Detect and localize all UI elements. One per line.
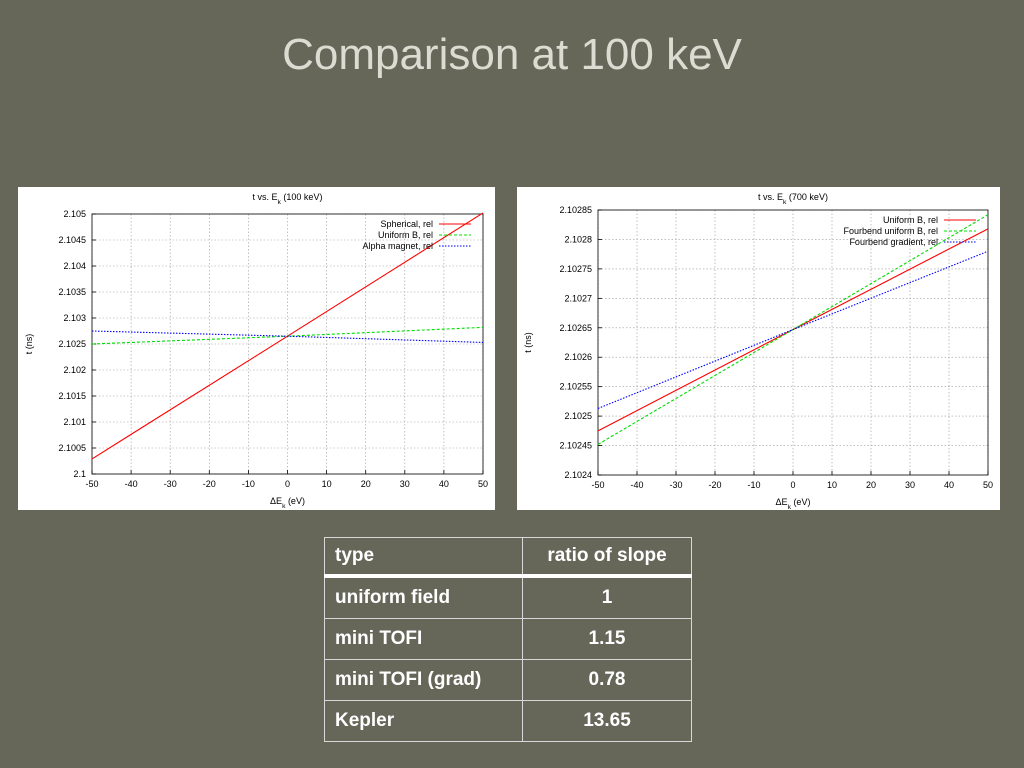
table-row: mini TOFI (grad) 0.78 xyxy=(324,659,692,701)
y-tick-label: 2.1028 xyxy=(564,234,592,244)
legend-label: Fourbend uniform B, rel xyxy=(843,226,938,236)
y-tick-label: 2.1015 xyxy=(58,391,86,401)
x-tick-label: 40 xyxy=(944,480,954,490)
chart-700kev-svg: t vs. Ek (700 keV) -50 -40 -30 -20 -10 0 10 20 30… xyxy=(523,192,993,510)
legend-label: Uniform B, rel xyxy=(378,230,433,240)
y-tick-label: 2.10285 xyxy=(559,205,592,215)
cell-type: mini TOFI xyxy=(324,618,523,660)
x-axis-label: ΔEk (eV) xyxy=(270,496,305,510)
x-tick-label: -30 xyxy=(164,479,177,489)
series-line xyxy=(91,330,484,343)
y-tick-label: 2.1 xyxy=(73,469,86,479)
x-tick-label: 0 xyxy=(790,480,795,490)
y-tick-label: 2.10275 xyxy=(559,264,592,274)
table-row: mini TOFI 1.15 xyxy=(324,618,692,660)
legend-label: Alpha magnet, rel xyxy=(362,241,433,251)
x-tick-label: 20 xyxy=(866,480,876,490)
header-ratio-of-slope: ratio of slope xyxy=(522,537,692,577)
plot-frame xyxy=(597,209,989,476)
chart-title: t vs. Ek (100 keV) xyxy=(253,192,323,206)
x-tick-label: 50 xyxy=(478,479,488,489)
x-tick-label: 20 xyxy=(361,479,371,489)
y-tick-label: 2.1045 xyxy=(58,235,86,245)
y-tick-label: 2.10255 xyxy=(559,382,592,392)
y-tick-label: 2.1024 xyxy=(564,470,592,480)
table-row: Kepler 13.65 xyxy=(324,700,692,742)
header-type: type xyxy=(324,537,523,577)
x-tick-label: -40 xyxy=(630,480,643,490)
x-tick-label: -50 xyxy=(85,479,98,489)
y-tick-label: 2.1026 xyxy=(564,352,592,362)
y-tick-label: 2.1025 xyxy=(564,411,592,421)
y-tick-label: 2.103 xyxy=(63,313,86,323)
x-tick-label: 50 xyxy=(983,480,993,490)
y-axis-label: t (ns) xyxy=(523,332,533,353)
x-tick-label: -20 xyxy=(203,479,216,489)
y-tick-label: 2.10245 xyxy=(559,441,592,451)
legend-label: Uniform B, rel xyxy=(883,215,938,225)
legend-label: Fourbend gradient, rel xyxy=(849,237,938,247)
cell-ratio: 0.78 xyxy=(522,659,692,701)
chart-100kev-svg: t vs. Ek (100 keV) -50 -40 -30 -20 -10 0 10 20 30… xyxy=(24,192,488,510)
chart-title: t vs. Ek (700 keV) xyxy=(758,192,828,206)
table-row: uniform field 1 xyxy=(324,575,692,619)
y-tick-label: 2.10265 xyxy=(559,323,592,333)
x-tick-label: 10 xyxy=(322,479,332,489)
x-tick-label: -10 xyxy=(242,479,255,489)
x-tick-label: -30 xyxy=(669,480,682,490)
cell-ratio: 13.65 xyxy=(522,700,692,742)
series-line xyxy=(597,250,989,409)
y-tick-label: 2.1027 xyxy=(564,293,592,303)
cell-type: Kepler xyxy=(324,700,523,742)
cell-ratio: 1 xyxy=(522,575,692,619)
slope-ratio-table: type ratio of slope uniform field 1 mini… xyxy=(324,537,692,742)
x-tick-label: -50 xyxy=(591,480,604,490)
cell-ratio: 1.15 xyxy=(522,618,692,660)
y-tick-label: 2.101 xyxy=(63,417,86,427)
x-tick-label: 30 xyxy=(905,480,915,490)
y-axis-label: t (ns) xyxy=(24,334,34,355)
x-tick-label: -20 xyxy=(708,480,721,490)
slide-title: Comparison at 100 keV xyxy=(282,30,742,79)
cell-type: uniform field xyxy=(324,575,523,619)
y-tick-label: 2.1025 xyxy=(58,339,86,349)
x-axis-label: ΔEk (eV) xyxy=(776,497,811,510)
y-tick-label: 2.105 xyxy=(63,209,86,219)
x-tick-label: -40 xyxy=(125,479,138,489)
x-tick-label: 0 xyxy=(285,479,290,489)
x-tick-label: 10 xyxy=(827,480,837,490)
legend-label: Spherical, rel xyxy=(380,219,433,229)
chart-panel-100kev: t vs. Ek (100 keV) -50 -40 -30 -20 -10 0 10 20 30… xyxy=(18,187,495,510)
y-tick-label: 2.1035 xyxy=(58,287,86,297)
chart-panel-700kev: t vs. Ek (700 keV) -50 -40 -30 -20 -10 0 10 20 30… xyxy=(517,187,1000,510)
y-tick-label: 2.1005 xyxy=(58,443,86,453)
table-header-row: type ratio of slope xyxy=(324,537,692,577)
x-tick-label: -10 xyxy=(747,480,760,490)
cell-type: mini TOFI (grad) xyxy=(324,659,523,701)
x-tick-label: 40 xyxy=(439,479,449,489)
x-tick-label: 30 xyxy=(400,479,410,489)
y-tick-label: 2.102 xyxy=(63,365,86,375)
y-tick-label: 2.104 xyxy=(63,261,86,271)
